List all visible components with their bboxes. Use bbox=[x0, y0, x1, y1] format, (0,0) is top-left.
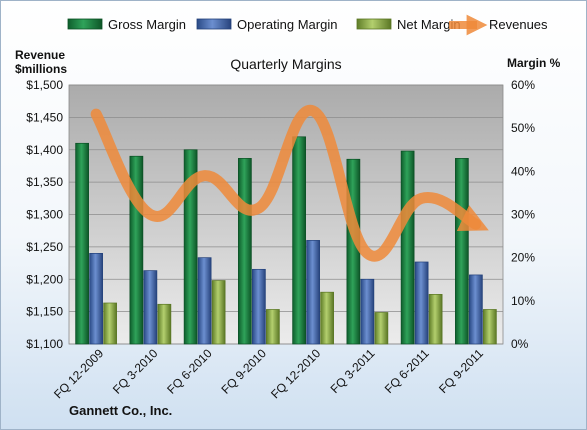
legend-label-operating-margin: Operating Margin bbox=[237, 17, 337, 32]
chart-title: Quarterly Margins bbox=[230, 56, 341, 72]
right-tick-label: 30% bbox=[511, 208, 535, 222]
legend-swatch-operating-margin bbox=[196, 18, 232, 30]
x-axis-labels: FQ 12-2009 FQ 3-2010 FQ 6-2010 FQ 9-2010 FQ … bbox=[51, 346, 486, 401]
operating-margin-bar bbox=[414, 261, 429, 345]
gross-margin-bar bbox=[75, 142, 89, 345]
operating-margin-bar bbox=[360, 278, 375, 345]
left-tick-label: $1,350 bbox=[26, 175, 63, 189]
left-tick-label: $1,450 bbox=[26, 110, 63, 124]
x-tick-label: FQ 6-2011 bbox=[382, 346, 432, 396]
right-tick-label: 0% bbox=[511, 337, 529, 351]
net-margin-bar bbox=[103, 302, 117, 345]
right-tick-label: 50% bbox=[511, 121, 535, 135]
left-tick-label: $1,400 bbox=[26, 143, 63, 157]
net-margin-bar bbox=[428, 294, 443, 345]
x-tick-label: FQ 9-2010 bbox=[219, 346, 270, 397]
net-margin-bar bbox=[266, 309, 280, 345]
left-tick-label: $1,200 bbox=[26, 272, 63, 286]
operating-margin-bar bbox=[89, 253, 103, 345]
x-tick-label: FQ 9-2011 bbox=[436, 346, 486, 396]
left-tick-label: $1,250 bbox=[26, 240, 63, 254]
operating-margin-bar bbox=[306, 240, 320, 345]
gross-margin-bar bbox=[292, 136, 306, 345]
legend-label-gross-margin: Gross Margin bbox=[108, 17, 186, 32]
left-axis-title-line1: Revenue bbox=[15, 48, 65, 62]
bars bbox=[75, 136, 497, 345]
operating-margin-bar bbox=[143, 270, 158, 345]
right-tick-label: 10% bbox=[511, 294, 535, 308]
operating-margin-bar bbox=[469, 274, 483, 345]
legend: Gross Margin Operating Margin Net Margin… bbox=[67, 14, 548, 36]
x-tick-label: FQ 12-2009 bbox=[51, 346, 106, 401]
legend-swatch-gross-margin bbox=[67, 18, 103, 30]
revenue-line-group bbox=[90, 105, 489, 262]
left-tick-label: $1,300 bbox=[26, 208, 63, 222]
net-margin-bar bbox=[157, 303, 172, 345]
left-tick-label: $1,500 bbox=[26, 78, 63, 92]
x-tick-label: FQ 3-2010 bbox=[110, 346, 161, 397]
net-margin-bar bbox=[374, 312, 389, 345]
x-tick-label: FQ 3-2011 bbox=[328, 346, 378, 396]
left-tick-label: $1,150 bbox=[26, 305, 63, 319]
right-tick-label: 40% bbox=[511, 164, 535, 178]
right-tick-label: 60% bbox=[511, 78, 535, 92]
right-axis-title: Margin % bbox=[507, 56, 561, 70]
operating-margin-bar bbox=[252, 268, 266, 345]
right-axis-ticks: 0% 10% 20% 30% 40% 50% 60% bbox=[511, 78, 535, 351]
net-margin-bar bbox=[211, 280, 226, 345]
legend-label-net-margin: Net Margin bbox=[397, 17, 461, 32]
right-tick-label: 20% bbox=[511, 251, 535, 265]
net-margin-bar bbox=[483, 309, 497, 345]
legend-swatch-net-margin bbox=[356, 18, 392, 30]
x-tick-label: FQ 6-2010 bbox=[164, 346, 215, 397]
net-margin-bar bbox=[320, 291, 334, 345]
left-axis-title-line2: $millions bbox=[15, 62, 67, 76]
revenues-line bbox=[90, 105, 489, 262]
gross-margin-bar bbox=[346, 158, 361, 345]
company-name: Gannett Co., Inc. bbox=[69, 403, 173, 418]
legend-label-revenues: Revenues bbox=[489, 17, 548, 32]
operating-margin-bar bbox=[197, 257, 212, 345]
gross-margin-bar bbox=[238, 158, 252, 345]
x-tick-label: FQ 12-2010 bbox=[268, 346, 323, 401]
left-axis-ticks: $1,100 $1,150 $1,200 $1,250 $1,300 $1,350 $1,4… bbox=[26, 78, 63, 351]
left-tick-label: $1,100 bbox=[26, 337, 63, 351]
gross-margin-bar bbox=[183, 149, 198, 345]
gross-margin-bar bbox=[455, 158, 469, 345]
gross-margin-bar bbox=[400, 150, 415, 345]
